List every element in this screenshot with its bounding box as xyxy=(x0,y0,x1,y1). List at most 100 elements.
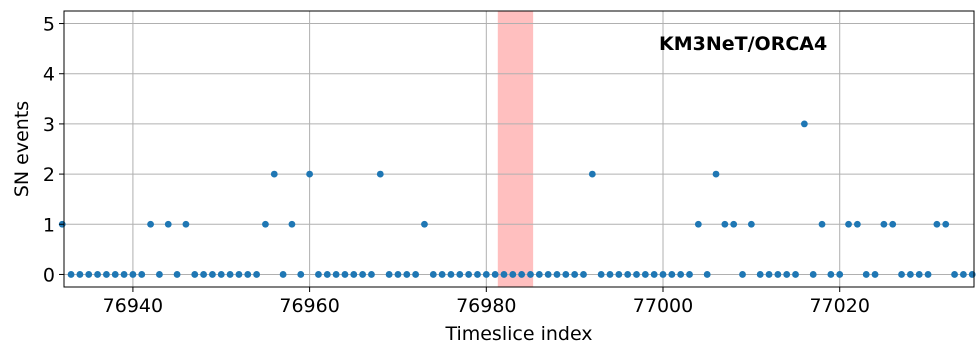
data-point xyxy=(217,271,225,278)
y-tick-label: 4 xyxy=(43,64,55,86)
data-point xyxy=(412,271,420,278)
data-point xyxy=(677,271,685,278)
data-point xyxy=(253,271,261,278)
data-point xyxy=(633,271,640,278)
data-point xyxy=(915,271,923,278)
data-point xyxy=(103,271,110,278)
x-ticks-layer: 76940 76960 76980 77000 77020 xyxy=(103,287,870,317)
y-tick-label: 0 xyxy=(43,264,55,286)
data-point xyxy=(668,271,676,278)
data-point xyxy=(615,271,623,278)
data-point xyxy=(288,220,296,228)
data-point xyxy=(827,271,835,278)
highlight-layer xyxy=(497,11,534,287)
x-axis-label: Timeslice index xyxy=(444,323,592,345)
data-point xyxy=(968,271,976,278)
data-point xyxy=(562,271,570,278)
data-point xyxy=(686,271,693,278)
data-point xyxy=(862,271,870,278)
data-point xyxy=(297,271,305,278)
data-point xyxy=(845,220,852,228)
data-point xyxy=(712,170,720,178)
data-point xyxy=(156,271,163,278)
data-point xyxy=(730,220,738,228)
data-point xyxy=(235,271,243,278)
data-point xyxy=(880,220,888,228)
data-point xyxy=(226,271,234,278)
data-point xyxy=(527,271,534,278)
highlight-span xyxy=(497,11,534,287)
data-point xyxy=(509,271,517,278)
data-point xyxy=(279,271,287,278)
data-point xyxy=(376,170,384,178)
data-point xyxy=(606,271,614,278)
data-point xyxy=(571,271,579,278)
data-point xyxy=(182,220,190,228)
data-point xyxy=(147,220,154,228)
data-point xyxy=(898,271,905,278)
data-point xyxy=(138,271,146,278)
data-point xyxy=(906,271,914,278)
data-point xyxy=(721,220,729,228)
data-point xyxy=(474,271,481,278)
data-point xyxy=(889,220,897,228)
data-point xyxy=(111,271,119,278)
data-point xyxy=(421,220,428,228)
data-point xyxy=(739,271,746,278)
data-point xyxy=(447,271,455,278)
y-tick-label: 2 xyxy=(43,164,55,186)
data-point xyxy=(465,271,473,278)
data-point xyxy=(456,271,464,278)
data-point xyxy=(597,271,605,278)
data-point xyxy=(262,220,269,228)
data-point xyxy=(394,271,402,278)
data-point xyxy=(209,271,216,278)
data-point xyxy=(323,271,331,278)
data-point xyxy=(85,271,93,278)
data-point xyxy=(871,271,879,278)
data-point xyxy=(756,271,764,278)
x-tick-label: 77000 xyxy=(633,295,693,317)
data-point xyxy=(429,271,437,278)
y-tick-label: 5 xyxy=(43,14,55,36)
data-point xyxy=(306,170,314,178)
data-point xyxy=(588,170,596,178)
y-axis-label: SN events xyxy=(11,101,33,197)
data-point xyxy=(800,120,808,128)
data-point xyxy=(694,220,702,228)
data-point xyxy=(650,271,658,278)
y-tick-label: 1 xyxy=(43,214,55,236)
data-point xyxy=(200,271,207,278)
data-point xyxy=(853,220,861,228)
data-point xyxy=(703,271,711,278)
data-point xyxy=(959,271,967,278)
data-point xyxy=(783,271,791,278)
data-point xyxy=(385,271,393,278)
data-point xyxy=(76,271,84,278)
data-point xyxy=(836,271,844,278)
data-point xyxy=(120,271,128,278)
data-point xyxy=(774,271,782,278)
y-ticks-layer: 0 1 2 3 4 5 xyxy=(43,14,64,286)
data-point xyxy=(403,271,411,278)
data-point xyxy=(438,271,446,278)
data-point xyxy=(818,220,826,228)
x-tick-label: 77020 xyxy=(809,295,869,317)
data-point xyxy=(809,271,817,278)
data-point xyxy=(332,271,340,278)
data-point xyxy=(315,271,322,278)
data-point xyxy=(500,271,508,278)
data-point xyxy=(624,271,632,278)
data-point xyxy=(544,271,552,278)
data-point xyxy=(933,220,941,228)
data-point xyxy=(244,271,252,278)
y-tick-label: 3 xyxy=(43,114,55,136)
data-point xyxy=(951,271,958,278)
data-point xyxy=(359,271,367,278)
data-point xyxy=(270,170,278,178)
data-point xyxy=(924,271,932,278)
data-point xyxy=(482,271,490,278)
data-point xyxy=(942,220,950,228)
data-point xyxy=(164,220,172,228)
